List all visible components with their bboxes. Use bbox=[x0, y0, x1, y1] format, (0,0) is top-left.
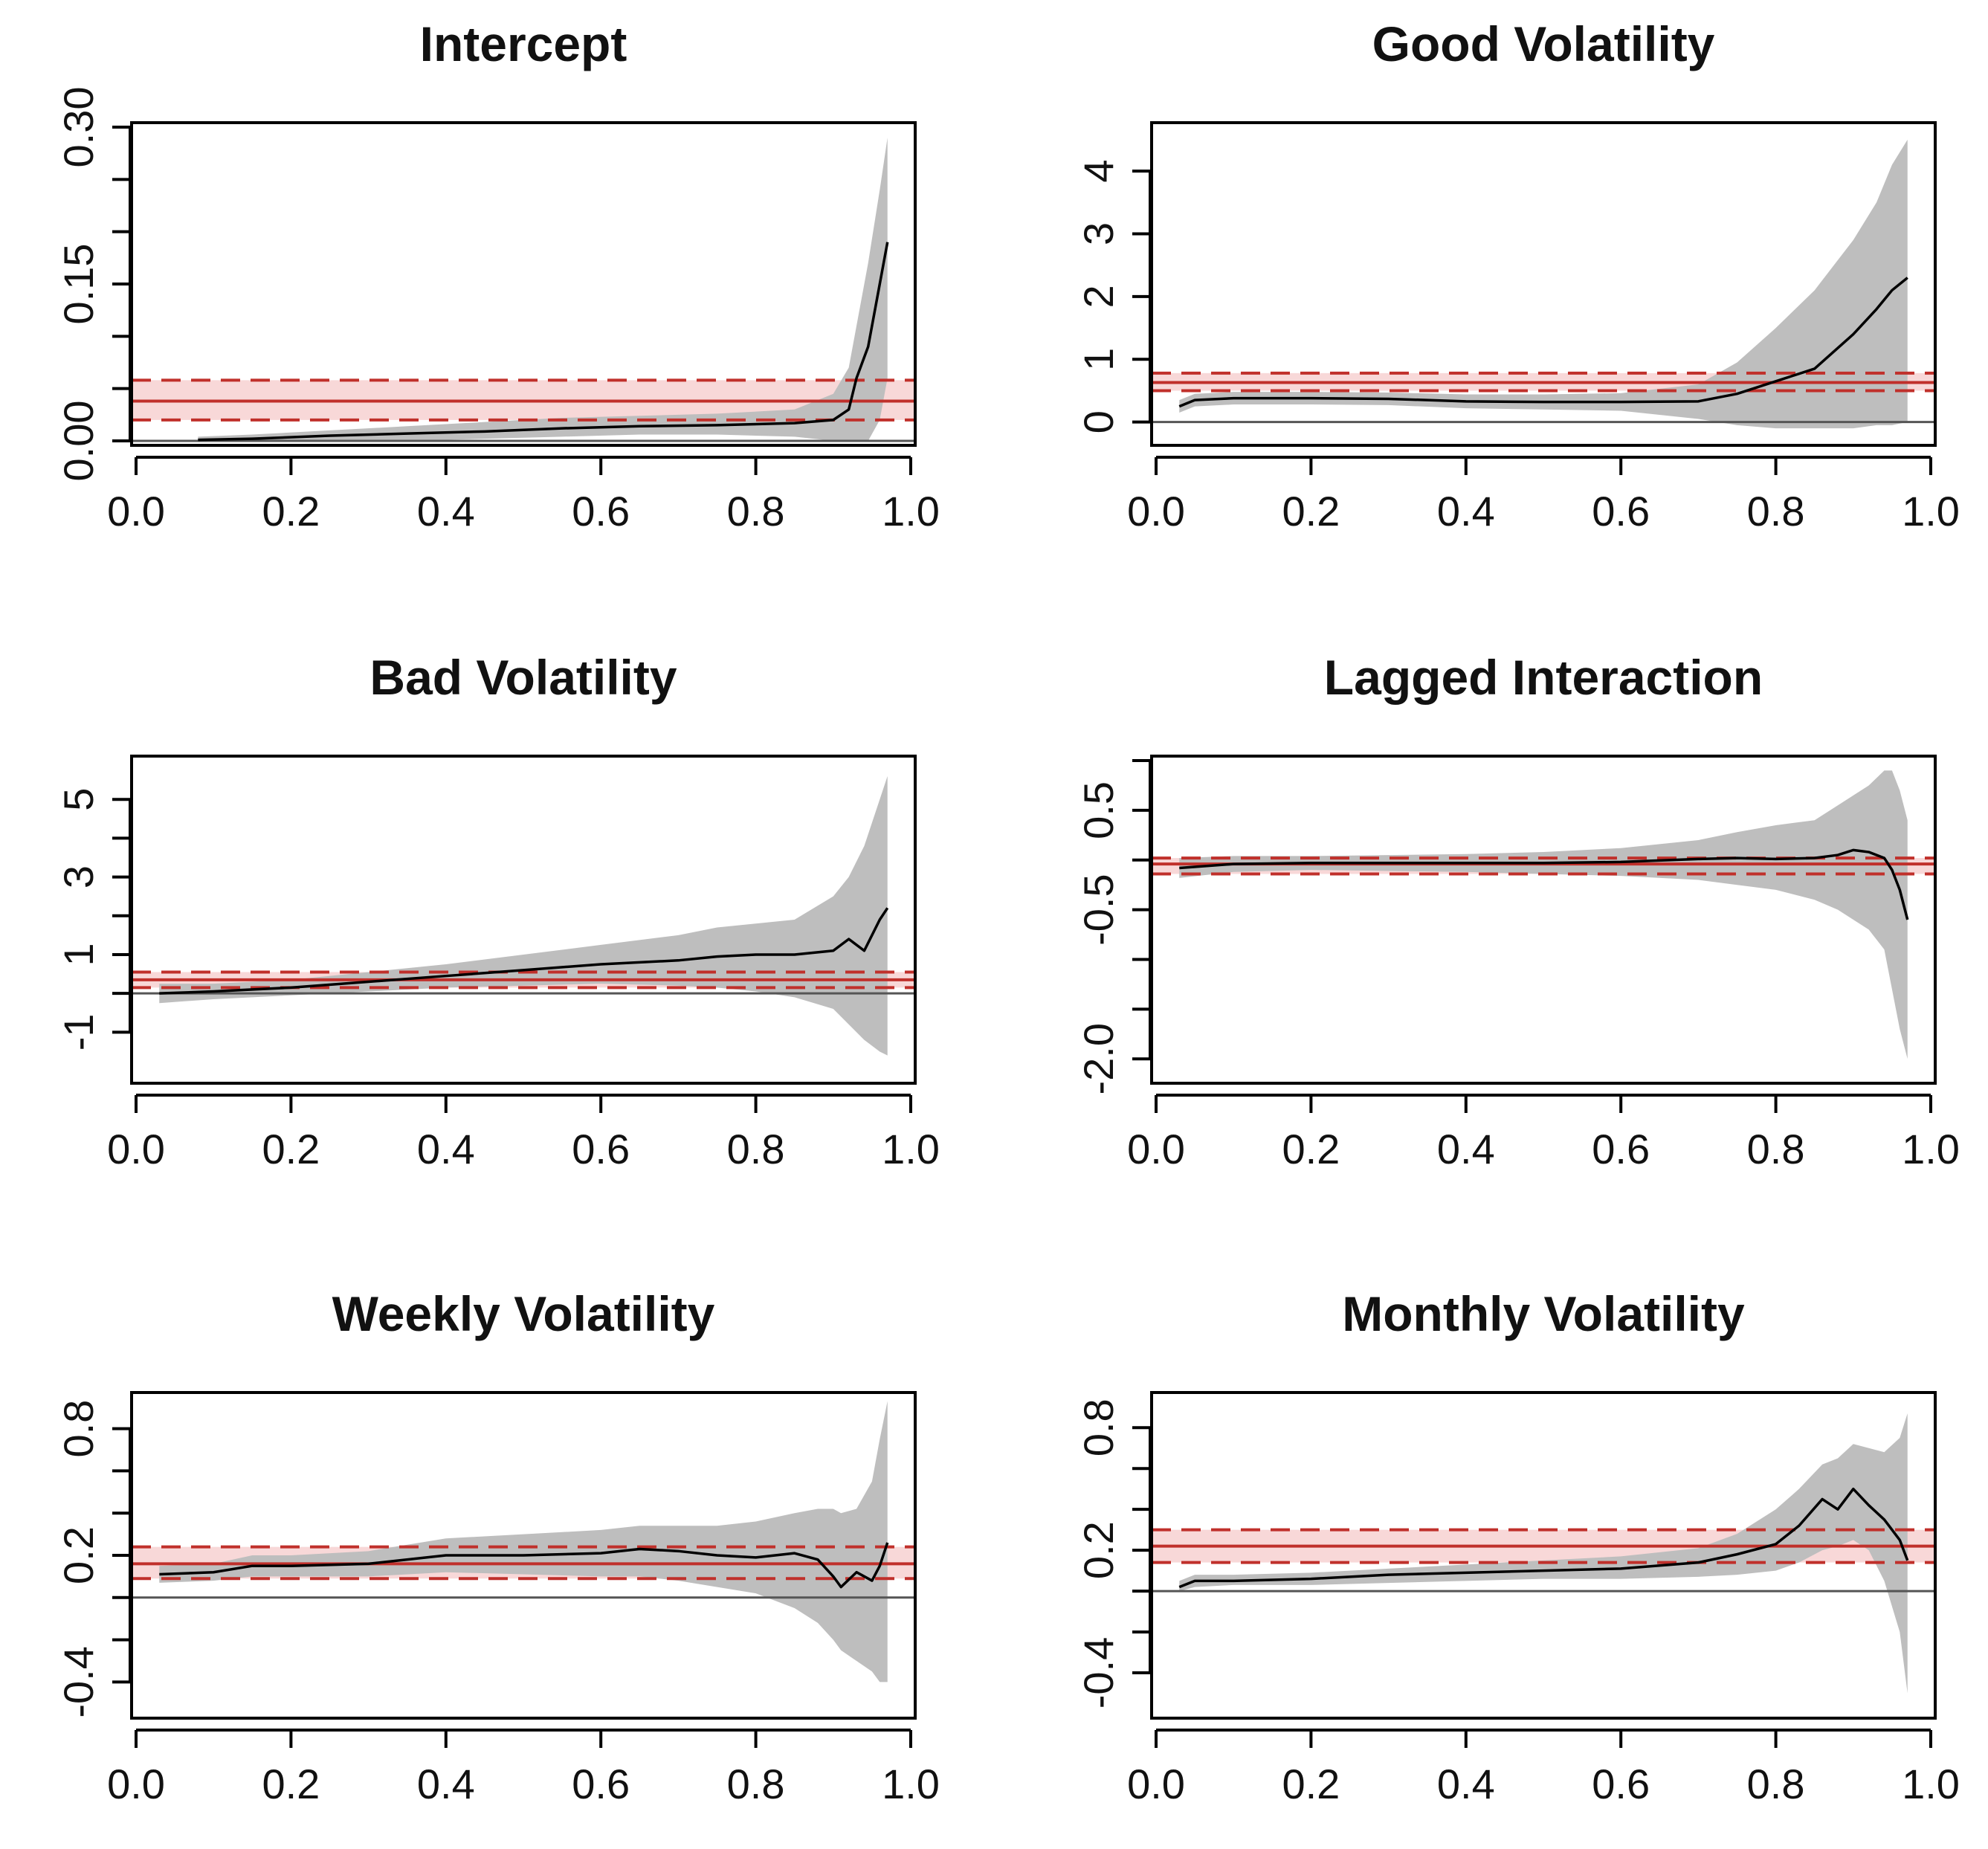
good-volatility-x-tick-label: 0.4 bbox=[1437, 488, 1495, 535]
bad-volatility-x-tick-label: 0.2 bbox=[262, 1126, 320, 1172]
bad-volatility-x-tick-label: 0.0 bbox=[107, 1126, 165, 1172]
monthly-volatility-x-tick-label: 0.6 bbox=[1592, 1761, 1650, 1807]
monthly-volatility-y-tick-label: -0.4 bbox=[1075, 1637, 1122, 1709]
monthly-volatility-plot-area bbox=[1152, 1413, 1935, 1694]
good-volatility-estimate-line bbox=[1178, 277, 1908, 408]
lagged-interaction-y-tick-label: -2.0 bbox=[1075, 1023, 1122, 1095]
intercept-estimate-line bbox=[198, 242, 889, 442]
intercept-x-tick-label: 0.0 bbox=[107, 488, 165, 535]
bad-volatility-y-tick-label: 1 bbox=[55, 943, 102, 966]
lagged-interaction-x-tick-label: 1.0 bbox=[1902, 1126, 1960, 1172]
weekly-volatility-panel: Weekly Volatility 0.0 0.2 0.4 0.6 0.8 1.0 -0.4 0… bbox=[55, 1286, 940, 1807]
lagged-interaction-x-tick-label: 0.8 bbox=[1747, 1126, 1805, 1172]
weekly-volatility-y-tick-label: 0.8 bbox=[55, 1400, 102, 1458]
intercept-x-tick-label: 0.4 bbox=[417, 488, 475, 535]
good-volatility-x-tick-label: 0.0 bbox=[1127, 488, 1185, 535]
lagged-interaction-x-tick-label: 0.6 bbox=[1592, 1126, 1650, 1172]
monthly-volatility-y-tick-label: 0.2 bbox=[1075, 1521, 1122, 1579]
monthly-volatility-x-tick-label: 0.0 bbox=[1127, 1761, 1185, 1807]
lagged-interaction-confidence-band bbox=[1179, 770, 1908, 1059]
monthly-volatility-x-tick-label: 0.8 bbox=[1747, 1761, 1805, 1807]
weekly-volatility-title: Weekly Volatility bbox=[332, 1286, 715, 1341]
lagged-interaction-plot-area bbox=[1152, 770, 1935, 1059]
intercept-y-tick-label: 0.00 bbox=[55, 401, 102, 482]
good-volatility-y-tick-label: 0 bbox=[1075, 410, 1122, 433]
bad-volatility-x-tick-label: 0.4 bbox=[417, 1126, 475, 1172]
bad-volatility-y-tick-label: -1 bbox=[55, 1013, 102, 1051]
weekly-volatility-x-tick-label: 0.6 bbox=[572, 1761, 630, 1807]
lagged-interaction-x-tick-label: 0.0 bbox=[1127, 1126, 1185, 1172]
monthly-volatility-x-tick-label: 0.2 bbox=[1282, 1761, 1340, 1807]
lagged-interaction-x-tick-label: 0.4 bbox=[1437, 1126, 1495, 1172]
weekly-volatility-x-tick-label: 0.8 bbox=[727, 1761, 785, 1807]
weekly-volatility-plot-area bbox=[132, 1401, 915, 1682]
intercept-x-tick-label: 0.8 bbox=[727, 488, 785, 535]
lagged-interaction-y-tick-label: 0.5 bbox=[1075, 781, 1122, 839]
bad-volatility-x-tick-label: 0.6 bbox=[572, 1126, 630, 1172]
good-volatility-y-tick-label: 1 bbox=[1075, 348, 1122, 371]
lagged-interaction-estimate-line bbox=[1179, 848, 1909, 920]
good-volatility-x-tick-label: 0.6 bbox=[1592, 488, 1650, 535]
intercept-plot-area bbox=[132, 138, 915, 442]
monthly-volatility-x-tick-label: 0.4 bbox=[1437, 1761, 1495, 1807]
intercept-y-tick-label: 0.30 bbox=[55, 87, 102, 168]
good-volatility-panel: Good Volatility 0.0 0.2 0.4 0.6 0.8 1.0 0 1 2 3 4 bbox=[1075, 16, 1960, 535]
bad-volatility-y-tick-label: 3 bbox=[55, 865, 102, 888]
weekly-volatility-x-tick-label: 0.2 bbox=[262, 1761, 320, 1807]
monthly-volatility-panel: Monthly Volatility 0.0 0.2 0.4 0.6 0.8 1.0 -0.4… bbox=[1075, 1286, 1960, 1807]
intercept-x-tick-label: 0.6 bbox=[572, 488, 630, 535]
good-volatility-y-tick-label: 3 bbox=[1075, 222, 1122, 245]
intercept-panel: Intercept 0.0 0.2 0.4 0.6 0.8 1.0 0.00 0.15 0.30 bbox=[55, 16, 940, 535]
monthly-volatility-title: Monthly Volatility bbox=[1342, 1286, 1745, 1341]
intercept-x-tick-label: 0.2 bbox=[262, 488, 320, 535]
intercept-y-tick-label: 0.15 bbox=[55, 244, 102, 325]
bad-volatility-title: Bad Volatility bbox=[369, 650, 677, 705]
weekly-volatility-y-tick-label: -0.4 bbox=[55, 1646, 102, 1718]
lagged-interaction-x-tick-label: 0.2 bbox=[1282, 1126, 1340, 1172]
good-volatility-x-tick-label: 0.2 bbox=[1282, 488, 1340, 535]
bad-volatility-panel: Bad Volatility 0.0 0.2 0.4 0.6 0.8 1.0 -1 1 3 5 bbox=[55, 650, 940, 1172]
bad-volatility-plot-area bbox=[132, 775, 915, 1056]
lagged-interaction-panel: Lagged Interaction 0.0 0.2 0.4 0.6 0.8 1.0 -2.0… bbox=[1075, 650, 1960, 1172]
good-volatility-plot-area bbox=[1152, 139, 1935, 429]
monthly-volatility-x-tick-label: 1.0 bbox=[1902, 1761, 1960, 1807]
good-volatility-x-tick-label: 1.0 bbox=[1902, 488, 1960, 535]
monthly-volatility-y-tick-label: 0.8 bbox=[1075, 1398, 1122, 1456]
intercept-confidence-band bbox=[198, 138, 888, 442]
weekly-volatility-confidence-band bbox=[159, 1401, 888, 1682]
lagged-interaction-y-tick-label: -0.5 bbox=[1075, 874, 1122, 946]
intercept-x-tick-label: 1.0 bbox=[882, 488, 940, 535]
monthly-volatility-estimate-line bbox=[1178, 1487, 1909, 1589]
monthly-volatility-confidence-band bbox=[1179, 1413, 1908, 1694]
lagged-interaction-frame bbox=[1150, 755, 1937, 1085]
good-volatility-y-tick-label: 2 bbox=[1075, 285, 1122, 308]
intercept-title: Intercept bbox=[420, 16, 627, 71]
good-volatility-y-tick-label: 4 bbox=[1075, 160, 1122, 183]
weekly-volatility-x-tick-label: 0.0 bbox=[107, 1761, 165, 1807]
lagged-interaction-title: Lagged Interaction bbox=[1324, 650, 1763, 705]
bad-volatility-estimate-line bbox=[159, 907, 889, 995]
bad-volatility-x-tick-label: 0.8 bbox=[727, 1126, 785, 1172]
bad-volatility-y-tick-label: 5 bbox=[55, 788, 102, 811]
weekly-volatility-x-tick-label: 1.0 bbox=[882, 1761, 940, 1807]
weekly-volatility-y-tick-label: 0.2 bbox=[55, 1526, 102, 1584]
good-volatility-title: Good Volatility bbox=[1372, 16, 1715, 71]
weekly-volatility-x-tick-label: 0.4 bbox=[417, 1761, 475, 1807]
weekly-volatility-estimate-line bbox=[159, 1542, 889, 1589]
good-volatility-x-tick-label: 0.8 bbox=[1747, 488, 1805, 535]
bad-volatility-x-tick-label: 1.0 bbox=[882, 1126, 940, 1172]
bad-volatility-confidence-band bbox=[159, 775, 888, 1056]
